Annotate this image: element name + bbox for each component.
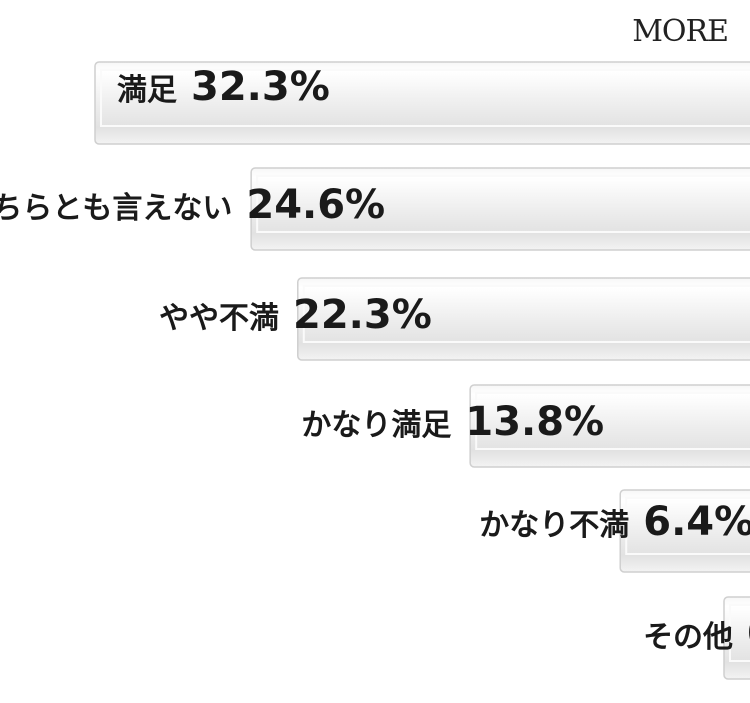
category-name-2: やや不満 (159, 301, 279, 336)
more-logo: MORE (632, 14, 729, 49)
value-label-0: 32.3% (191, 64, 330, 110)
category-label-3: かなり満足 13.8% (301, 399, 604, 445)
category-name-3: かなり満足 (301, 408, 451, 443)
value-label-1: 24.6% (246, 182, 385, 228)
bar-4 (619, 489, 750, 573)
bar-highlight-2 (302, 285, 750, 343)
category-name-1: どちらとも言えない (0, 191, 232, 226)
category-name-5: その他 (643, 620, 733, 655)
category-name-0: 満足 (117, 73, 177, 108)
bar-3 (469, 384, 750, 468)
category-name-4: かなり不満 (479, 508, 629, 543)
category-label-0: 満足 32.3% (117, 64, 330, 110)
category-label-2: やや不満 22.3% (159, 292, 432, 338)
category-label-1: どちらとも言えない 24.6% (0, 182, 385, 228)
bar-1 (250, 167, 750, 251)
bar-0 (94, 61, 750, 145)
category-label-4: かなり不満 6.4% (479, 499, 750, 545)
value-label-2: 22.3% (293, 292, 432, 338)
value-label-3: 13.8% (465, 399, 604, 445)
bar-highlight-1 (256, 175, 750, 233)
bar-highlight-5 (729, 604, 750, 662)
bar-highlight-4 (625, 497, 750, 555)
category-label-5: その他 0.6% (643, 611, 750, 657)
bar-highlight-0 (100, 69, 750, 127)
value-label-4: 6.4% (643, 499, 750, 545)
bar-highlight-3 (475, 392, 750, 450)
value-label-5: 0.6% (747, 611, 750, 657)
bar-2 (297, 277, 750, 361)
